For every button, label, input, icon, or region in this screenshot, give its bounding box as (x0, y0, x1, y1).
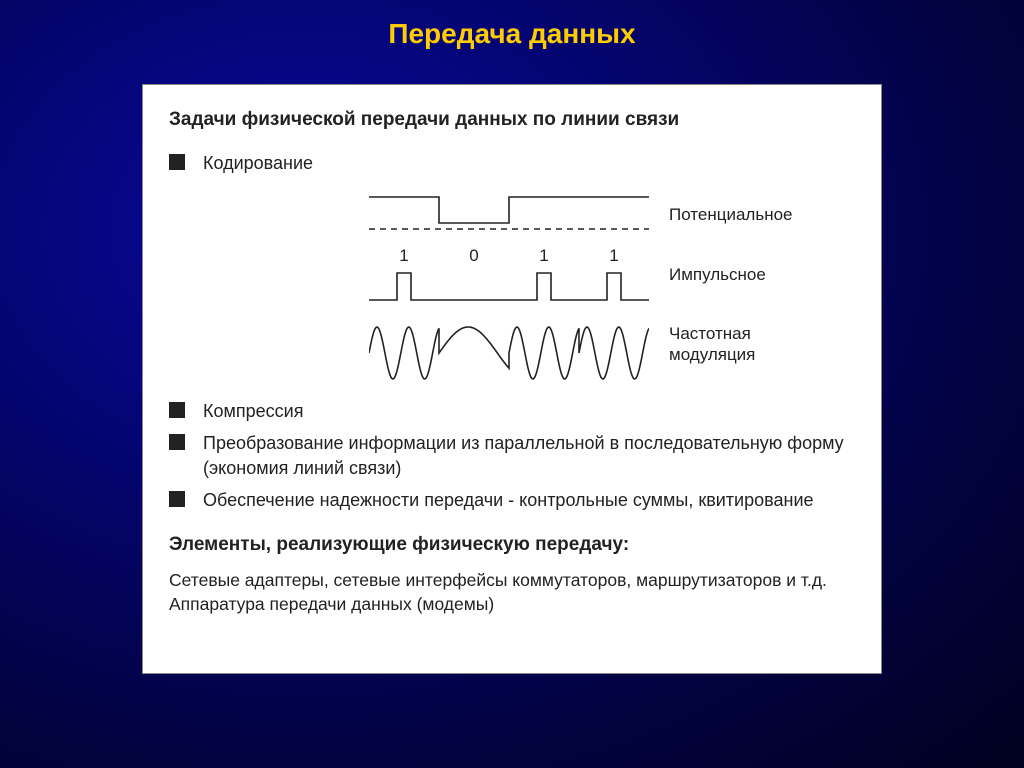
svg-text:1: 1 (399, 246, 408, 265)
diagram-left-spacer (169, 185, 369, 385)
bullet-row: Обеспечение надежности передачи - контро… (169, 488, 855, 512)
bullet-text: Компрессия (203, 399, 855, 423)
bullet-text: Кодирование (203, 151, 855, 175)
bullet-text: Обеспечение надежности передачи - контро… (203, 488, 855, 512)
slide-title: Передача данных (0, 0, 1024, 50)
svg-text:1: 1 (539, 246, 548, 265)
diagram-row: 1 0 1 1 Потенциальное Импульсное Частотнаям… (169, 185, 855, 385)
section2-heading: Элементы, реализующие физическую передач… (169, 532, 855, 558)
svg-text:0: 0 (469, 246, 478, 265)
bullet-icon (169, 491, 185, 507)
svg-text:1: 1 (609, 246, 618, 265)
label-fm: Частотнаямодуляция (669, 324, 793, 365)
content-panel: Задачи физической передачи данных по лин… (142, 84, 882, 674)
diagram-labels: Потенциальное Импульсное Частотнаямодуля… (669, 185, 793, 385)
label-potential: Потенциальное (669, 205, 793, 225)
signal-diagram: 1 0 1 1 (369, 185, 649, 385)
bullet-icon (169, 434, 185, 450)
section1-heading: Задачи физической передачи данных по лин… (169, 107, 855, 133)
section2-body: Сетевые адаптеры, сетевые интерфейсы ком… (169, 568, 855, 617)
bullet-row: Преобразование информации из параллельно… (169, 431, 855, 480)
label-pulse: Импульсное (669, 265, 793, 285)
bullet-row: Компрессия (169, 399, 855, 423)
bullet-text: Преобразование информации из параллельно… (203, 431, 855, 480)
bullet-row: Кодирование (169, 151, 855, 175)
bullet-icon (169, 154, 185, 170)
bullet-icon (169, 402, 185, 418)
